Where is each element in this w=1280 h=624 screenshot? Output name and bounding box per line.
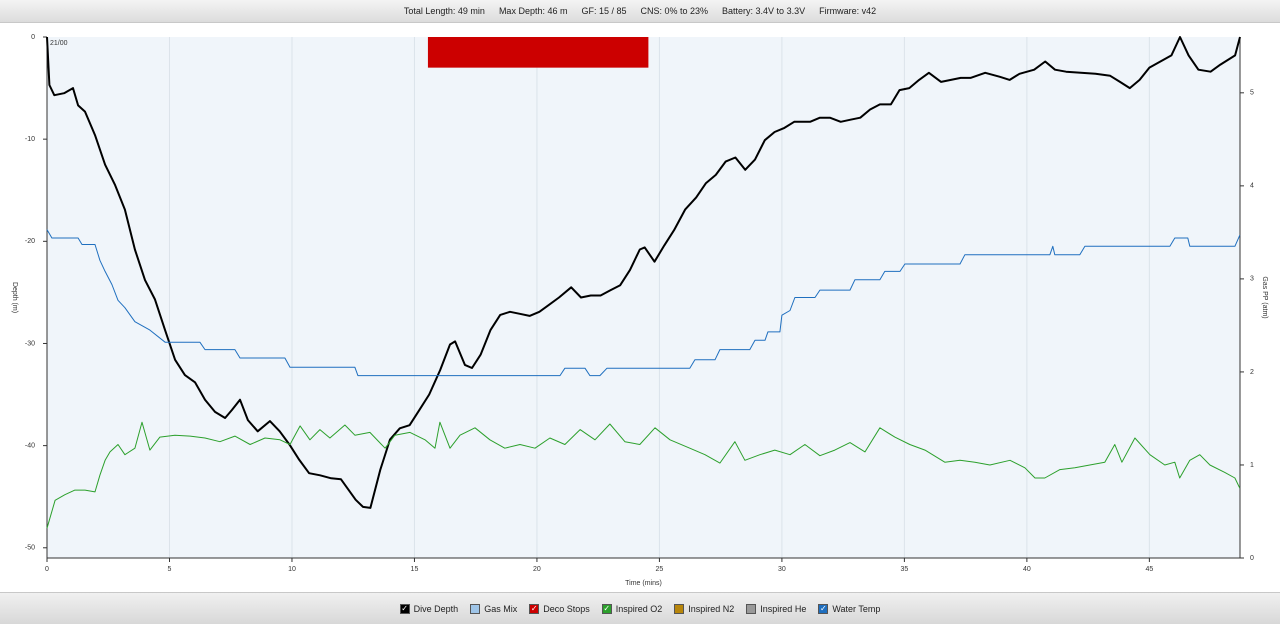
y2-tick-label: 5 xyxy=(1250,90,1254,97)
legend-item[interactable]: Gas Mix xyxy=(470,603,518,614)
legend-checkbox[interactable] xyxy=(674,603,685,614)
stat: Max Depth: 46 m xyxy=(498,6,568,16)
legend-checkbox[interactable]: ✓ xyxy=(818,603,829,614)
legend-item[interactable]: ✓ Inspired O2 xyxy=(601,603,663,614)
legend-label: Inspired He xyxy=(760,603,807,614)
legend-label: Gas Mix xyxy=(484,603,518,614)
series-line xyxy=(46,36,1241,509)
series-line xyxy=(46,421,1241,529)
legend-item[interactable]: ✓ Deco Stops xyxy=(529,603,590,614)
legend: ✓ Dive Depth Gas Mix ✓ Deco Stops ✓ Inspired O… xyxy=(0,592,1280,624)
chart: 0 5 10 15 20 25 30 35 40 450-10-20-30-40-50012345… xyxy=(11,34,1268,587)
legend-label: Deco Stops xyxy=(543,603,590,614)
stat: CNS: 0% to 23% xyxy=(640,6,709,16)
y-tick-label: -40 xyxy=(25,442,35,449)
x-tick-label: 0 xyxy=(45,566,49,573)
y-axis-label: Depth (m) xyxy=(11,282,18,313)
legend-checkbox[interactable] xyxy=(746,603,757,614)
stat: Battery: 3.4V to 3.3V xyxy=(722,6,806,16)
x-tick-label: 25 xyxy=(656,566,664,573)
x-tick-label: 40 xyxy=(1023,566,1031,573)
x-tick-label: 10 xyxy=(288,566,296,573)
corner-label: 21/00 xyxy=(50,40,68,47)
x-tick-label: 20 xyxy=(533,566,541,573)
y-tick-label: 0 xyxy=(31,34,35,41)
x-tick-label: 45 xyxy=(1145,566,1153,573)
y-tick-label: -50 xyxy=(25,545,35,552)
deco-stop xyxy=(427,37,649,68)
y-tick-label: -10 xyxy=(25,136,35,143)
stat: GF: 15 / 85 xyxy=(581,6,627,16)
stat: Firmware: v42 xyxy=(819,6,877,16)
y2-tick-label: 4 xyxy=(1250,183,1254,190)
legend-item[interactable]: ✓ Water Temp xyxy=(818,603,881,614)
legend-checkbox[interactable]: ✓ xyxy=(399,603,410,614)
x-tick-label: 30 xyxy=(778,566,786,573)
legend-checkbox[interactable]: ✓ xyxy=(601,603,612,614)
x-tick-label: 35 xyxy=(900,566,908,573)
y2-tick-label: 2 xyxy=(1250,369,1254,376)
legend-label: Dive Depth xyxy=(413,603,459,614)
legend-checkbox[interactable] xyxy=(470,603,481,614)
legend-label: Water Temp xyxy=(832,603,881,614)
legend-label: Inspired N2 xyxy=(688,603,735,614)
stat: Total Length: 49 min xyxy=(403,6,485,16)
y2-tick-label: 1 xyxy=(1250,462,1254,469)
legend-item[interactable]: ✓ Dive Depth xyxy=(399,603,459,614)
y-tick-label: -20 xyxy=(25,238,35,245)
y2-axis-label: Gas PP (atm) xyxy=(1261,276,1268,318)
y-tick-label: -30 xyxy=(25,340,35,347)
legend-item[interactable]: Inspired He xyxy=(746,603,807,614)
legend-label: Inspired O2 xyxy=(615,603,663,614)
x-axis-label: Time (mins) xyxy=(625,580,662,587)
y2-tick-label: 0 xyxy=(1250,555,1254,562)
series-line xyxy=(46,229,1241,377)
x-tick-label: 5 xyxy=(168,566,172,573)
y2-tick-label: 3 xyxy=(1250,276,1254,283)
stats-bar: Total Length: 49 min Max Depth: 46 m GF: 1… xyxy=(0,0,1280,23)
legend-checkbox[interactable]: ✓ xyxy=(529,603,540,614)
plot-area xyxy=(47,37,1240,558)
legend-item[interactable]: Inspired N2 xyxy=(674,603,735,614)
x-tick-label: 15 xyxy=(411,566,419,573)
